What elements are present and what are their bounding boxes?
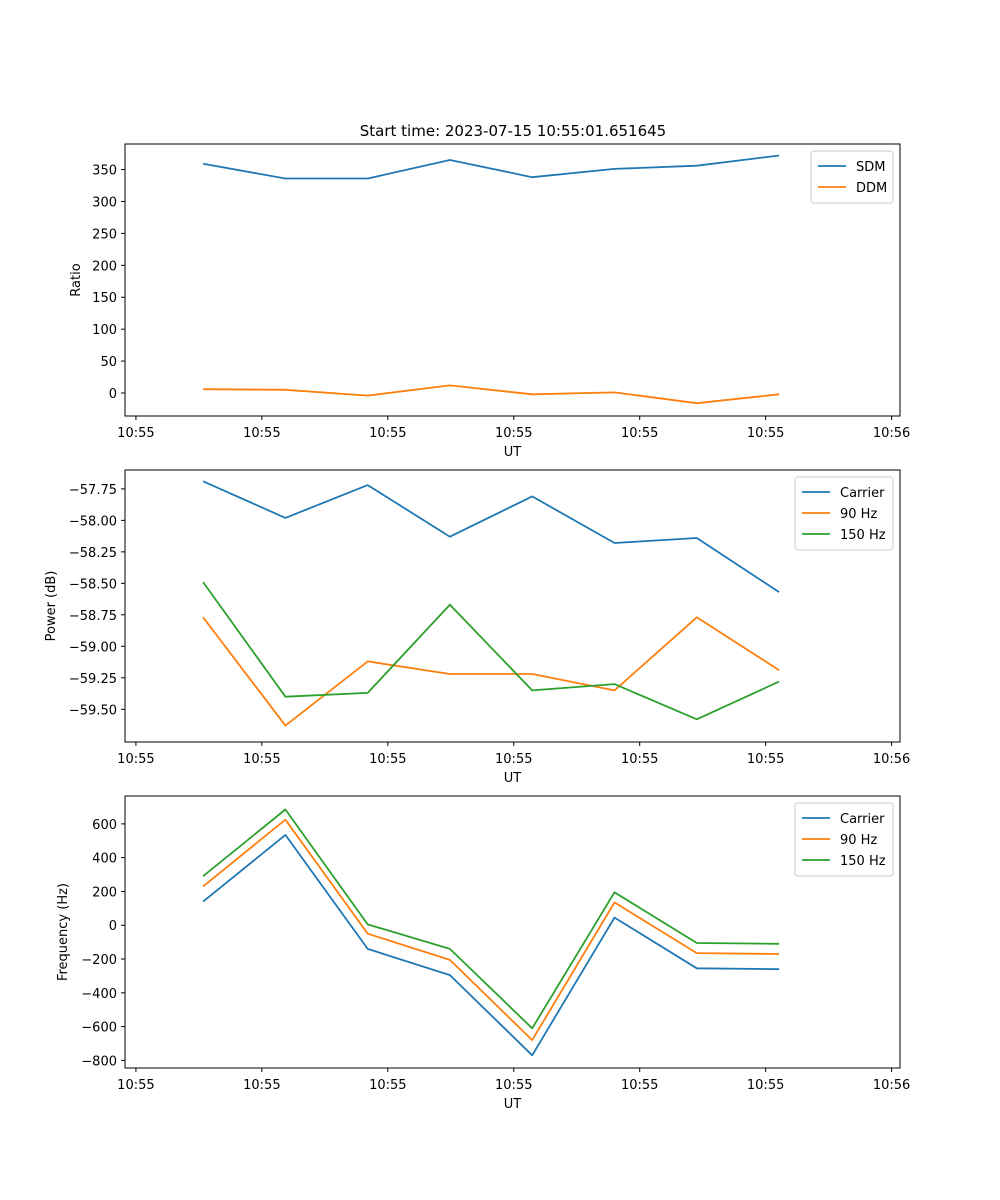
x-tick-label: 10:55 [369, 752, 406, 767]
x-axis-label: UT [504, 771, 522, 786]
y-tick-label: −58.75 [69, 609, 117, 624]
y-tick-label: −800 [81, 1054, 117, 1069]
legend: SDM DDM [810, 150, 894, 204]
y-axis-label: Power (dB) [44, 571, 59, 642]
x-tick-label: 10:55 [495, 1078, 532, 1093]
legend-label: Carrier [840, 812, 885, 827]
plot-area [124, 143, 901, 417]
series-line-150-hz [202, 808, 780, 1030]
legend-label: 90 Hz [840, 507, 877, 522]
plot-area [124, 469, 901, 743]
x-tick-label: 10:55 [117, 426, 154, 441]
y-tick-label: 300 [92, 195, 117, 210]
y-tick-label: 0 [109, 387, 117, 402]
y-tick-label: −58.00 [69, 514, 117, 529]
x-tick-label: 10:55 [243, 1078, 280, 1093]
x-tick-label: 10:56 [873, 1078, 910, 1093]
y-tick-label: 150 [92, 291, 117, 306]
x-axis-label: UT [504, 445, 522, 460]
chart-panel-3: 10:55 10:55 10:55 10:55 10:55 10:55 10:56 −800 −… [56, 795, 910, 1112]
x-tick-label: 10:55 [747, 1078, 784, 1093]
x-tick-label: 10:55 [747, 752, 784, 767]
x-tick-label: 10:55 [621, 426, 658, 441]
y-tick-label: 350 [92, 164, 117, 179]
x-tick-label: 10:55 [117, 1078, 154, 1093]
y-tick-label: −600 [81, 1021, 117, 1036]
y-tick-label: −58.25 [69, 546, 117, 561]
legend-label: 90 Hz [840, 833, 877, 848]
y-axis-label: Frequency (Hz) [56, 883, 71, 981]
x-tick-label: 10:55 [369, 426, 406, 441]
y-tick-label: −400 [81, 987, 117, 1002]
legend-label: SDM [856, 160, 885, 175]
legend-box [810, 150, 894, 204]
series-line-ddm [203, 384, 780, 405]
x-tick-label: 10:55 [495, 426, 532, 441]
series-line-carrier [202, 480, 780, 593]
x-tick-label: 10:56 [873, 426, 910, 441]
legend-label: 150 Hz [840, 854, 886, 869]
legend: Carrier 90 Hz 150 Hz [794, 802, 894, 877]
y-tick-label: −57.75 [69, 483, 117, 498]
y-axis-label: Ratio [69, 263, 84, 296]
legend-label: DDM [856, 181, 887, 196]
y-tick-label: −58.50 [69, 577, 117, 592]
x-tick-label: 10:55 [243, 752, 280, 767]
y-tick-label: 100 [92, 323, 117, 338]
y-tick-label: −200 [81, 953, 117, 968]
y-tick-label: 400 [92, 852, 117, 867]
legend-label: Carrier [840, 486, 885, 501]
series-line-sdm [202, 154, 780, 180]
x-tick-label: 10:55 [117, 752, 154, 767]
y-tick-label: −59.25 [69, 672, 117, 687]
series-line-90-hz [202, 616, 780, 727]
y-tick-label: 600 [92, 818, 117, 833]
y-tick-label: −59.50 [69, 703, 117, 718]
x-tick-label: 10:55 [495, 752, 532, 767]
x-tick-label: 10:55 [621, 752, 658, 767]
legend-box [794, 476, 894, 551]
y-tick-label: 200 [92, 259, 117, 274]
legend: Carrier 90 Hz 150 Hz [794, 476, 894, 551]
series-line-150-hz [202, 581, 780, 721]
y-tick-label: 200 [92, 885, 117, 900]
x-tick-label: 10:56 [873, 752, 910, 767]
series-line-90-hz [202, 818, 780, 1041]
chart-panel-2: 10:55 10:55 10:55 10:55 10:55 10:55 10:56 −59.5… [44, 469, 910, 786]
y-tick-label: −59.00 [69, 640, 117, 655]
x-tick-label: 10:55 [747, 426, 784, 441]
plot-area [124, 795, 901, 1069]
legend-label: 150 Hz [840, 528, 886, 543]
x-axis-label: UT [504, 1097, 522, 1112]
y-tick-label: 0 [109, 919, 117, 934]
figure-title: Start time: 2023-07-15 10:55:01.651645 [360, 122, 666, 140]
y-tick-label: 50 [100, 355, 117, 370]
chart-panel-1: 10:55 10:55 10:55 10:55 10:55 10:55 10:56 0 50 10… [69, 143, 910, 460]
series-line-carrier [202, 834, 780, 1057]
legend-box [794, 802, 894, 877]
y-tick-label: 250 [92, 227, 117, 242]
x-tick-label: 10:55 [621, 1078, 658, 1093]
x-tick-label: 10:55 [243, 426, 280, 441]
x-tick-label: 10:55 [369, 1078, 406, 1093]
